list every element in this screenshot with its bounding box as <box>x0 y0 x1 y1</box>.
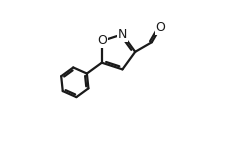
Text: O: O <box>155 21 165 34</box>
Text: O: O <box>97 35 107 47</box>
Text: N: N <box>118 28 127 41</box>
